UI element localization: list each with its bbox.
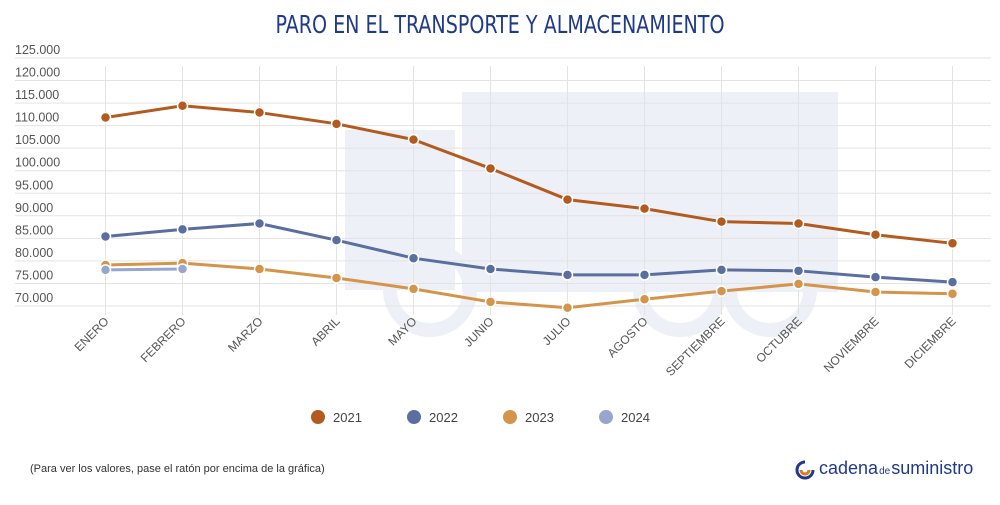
watermark	[345, 92, 838, 337]
data-point	[946, 288, 959, 300]
y-tick-label: 80.000	[15, 246, 53, 260]
legend-marker	[599, 410, 613, 424]
series-line	[105, 261, 953, 310]
x-tick-label: ENERO	[72, 314, 112, 354]
x-tick-label: NOVIEMBRE	[821, 314, 882, 375]
y-tick-label: 125.000	[15, 43, 60, 57]
x-tick-label: JULIO	[540, 314, 574, 348]
data-point	[715, 264, 728, 276]
legend-label: 2022	[429, 410, 458, 425]
x-tick-label: ABRIL	[308, 314, 343, 349]
data-point	[946, 276, 959, 288]
y-tick-label: 95.000	[15, 178, 53, 192]
legend-marker	[503, 410, 517, 424]
data-point	[407, 252, 420, 264]
data-point	[869, 271, 882, 283]
data-point	[330, 272, 343, 284]
footnote: (Para ver los valores, pase el ratón por…	[30, 463, 325, 475]
y-tick-label: 90.000	[15, 201, 53, 215]
data-point	[715, 285, 728, 297]
brand-part: suministro	[891, 458, 973, 478]
y-tick-label: 110.000	[15, 111, 59, 125]
data-point	[638, 269, 651, 281]
x-tick-label: AGOSTO	[605, 314, 651, 360]
data-point	[253, 263, 266, 275]
data-point	[638, 293, 651, 305]
data-point	[99, 230, 112, 243]
series-line	[105, 104, 953, 245]
data-point	[330, 234, 343, 246]
data-point	[869, 228, 882, 241]
brand-icon	[795, 460, 815, 480]
y-tick-label: 100.000	[15, 156, 60, 170]
data-point	[792, 265, 805, 277]
legend-label: 2021	[333, 410, 362, 425]
data-point	[99, 111, 112, 124]
brand-part: cadena	[819, 458, 879, 478]
data-point	[330, 118, 343, 130]
data-point	[176, 100, 189, 112]
data-point	[176, 263, 189, 275]
series-line	[105, 221, 953, 284]
data-point	[253, 106, 266, 119]
data-point	[638, 202, 651, 215]
x-tick-label: DICIEMBRE	[902, 314, 959, 371]
data-point	[484, 263, 497, 275]
data-point	[561, 193, 574, 206]
data-point	[715, 215, 728, 228]
y-tick-label: 115.000	[15, 88, 59, 102]
data-point	[561, 269, 574, 281]
brand-part: de	[879, 466, 891, 477]
data-point	[561, 302, 574, 314]
legend-label: 2023	[525, 410, 554, 425]
data-point	[484, 162, 497, 175]
brand-text: cadenadesuministro	[819, 458, 973, 478]
data-point	[792, 278, 805, 290]
data-point	[792, 217, 805, 230]
y-tick-label: 105.000	[15, 133, 60, 147]
brand-icon	[799, 469, 811, 476]
x-tick-label: JUNIO	[461, 314, 496, 349]
data-point	[484, 296, 497, 308]
data-point	[253, 217, 266, 230]
x-tick-label: MARZO	[225, 314, 266, 355]
data-point	[99, 264, 112, 276]
data-point	[407, 133, 420, 146]
legend-label: 2024	[621, 410, 650, 425]
legend-marker	[407, 410, 421, 424]
y-tick-label: 75.000	[15, 268, 53, 282]
series-line	[105, 267, 183, 272]
y-tick-label: 120.000	[15, 66, 60, 80]
y-tick-label: 85.000	[15, 223, 53, 237]
chart-title: PARO EN EL TRANSPORTE Y ALMACENAMIENTO	[275, 10, 724, 39]
y-tick-label: 70.000	[15, 291, 53, 305]
data-point	[407, 283, 420, 295]
legend-marker	[311, 410, 325, 424]
brand: cadenadesuministro	[795, 458, 973, 480]
data-point	[946, 237, 959, 250]
x-tick-label: FEBRERO	[138, 314, 189, 365]
data-point	[869, 286, 882, 298]
data-point	[176, 223, 189, 236]
